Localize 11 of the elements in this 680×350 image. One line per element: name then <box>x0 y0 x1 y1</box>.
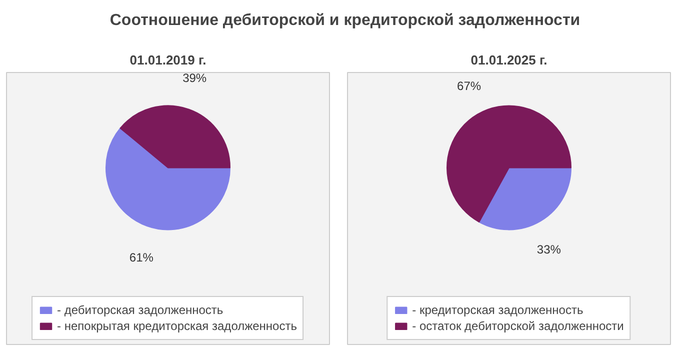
legend-label: - дебиторская задолженность <box>57 303 224 317</box>
data-label: 67% <box>457 78 482 93</box>
legend-label: - кредиторская задолженность <box>412 303 584 317</box>
legend-label: - непокрытая кредиторская задолженность <box>57 319 297 333</box>
chart-subtitle: 01.01.2025 г. <box>470 52 548 68</box>
text: Соотношение дебиторской и кредиторской задолженности <box>110 11 580 31</box>
chart-subtitle: 01.01.2019 г. <box>130 52 206 68</box>
legend-label: - остаток дебиторской задолженности <box>412 319 624 333</box>
data-label: 61% <box>129 250 154 264</box>
data-label: 33% <box>536 242 562 257</box>
data-label: 39% <box>182 71 207 86</box>
